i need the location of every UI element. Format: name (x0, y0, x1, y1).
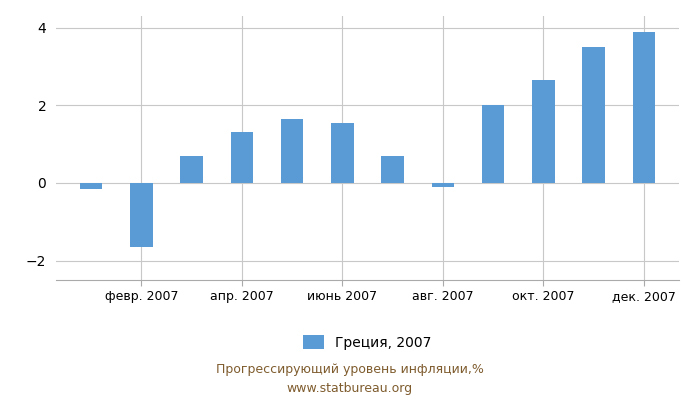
Bar (482, 105, 505, 183)
Bar (130, 183, 153, 247)
Bar (432, 183, 454, 187)
Bar (532, 80, 554, 183)
Legend: Греция, 2007: Греция, 2007 (298, 329, 438, 355)
Text: www.statbureau.org: www.statbureau.org (287, 382, 413, 395)
Bar (281, 119, 303, 183)
Bar (331, 123, 354, 183)
Bar (382, 156, 404, 183)
Bar (582, 47, 605, 183)
Bar (80, 183, 102, 189)
Bar (633, 32, 655, 183)
Bar (181, 156, 203, 183)
Bar (230, 132, 253, 183)
Text: Прогрессирующий уровень инфляции,%: Прогрессирующий уровень инфляции,% (216, 364, 484, 376)
